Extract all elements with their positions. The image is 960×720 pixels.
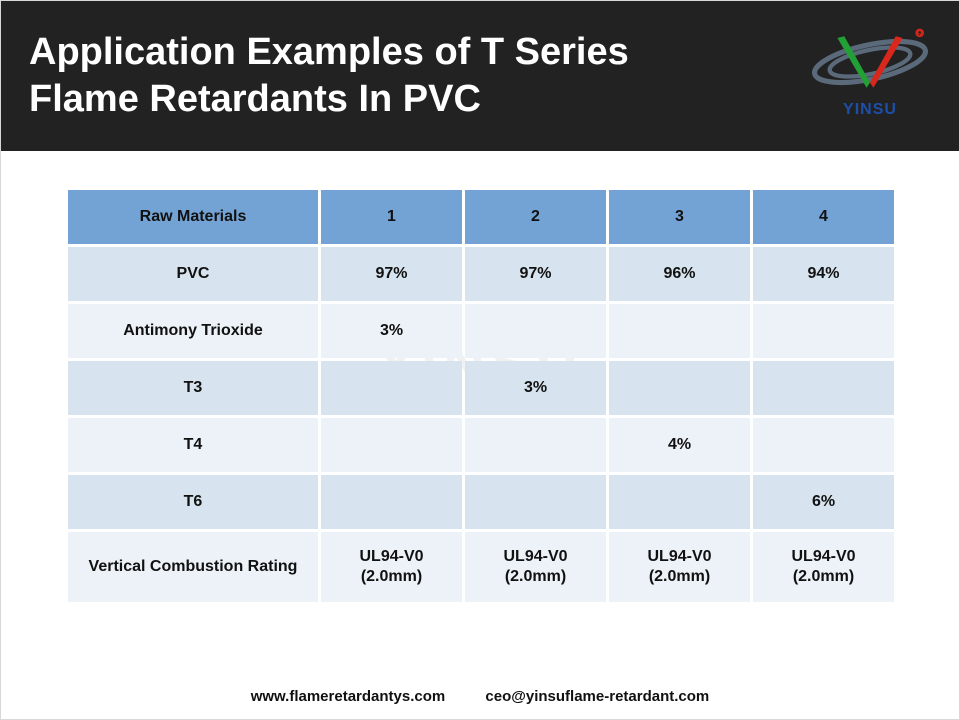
data-table-container: Raw Materials 1 2 3 4 PVC 97% 97% 96% 94…	[65, 187, 897, 605]
col-header: 2	[465, 190, 606, 244]
cell	[609, 361, 750, 415]
svg-text:R: R	[917, 28, 924, 38]
row-label: Vertical Combustion Rating	[68, 532, 318, 602]
cell: 4%	[609, 418, 750, 472]
table-row: T4 4%	[68, 418, 894, 472]
col-header: 3	[609, 190, 750, 244]
cell: 3%	[465, 361, 606, 415]
row-label: T6	[68, 475, 318, 529]
cell	[465, 475, 606, 529]
row-label: T3	[68, 361, 318, 415]
cell	[321, 475, 462, 529]
footer: www.flameretardantys.com ceo@yinsuflame-…	[1, 688, 959, 705]
cell: UL94-V0 (2.0mm)	[609, 532, 750, 602]
cell	[609, 475, 750, 529]
cell: 96%	[609, 247, 750, 301]
cell: 6%	[753, 475, 894, 529]
cell	[609, 304, 750, 358]
data-table: Raw Materials 1 2 3 4 PVC 97% 97% 96% 94…	[65, 187, 897, 605]
cell	[321, 361, 462, 415]
cell: 97%	[465, 247, 606, 301]
cell	[465, 304, 606, 358]
cell: 3%	[321, 304, 462, 358]
footer-website: www.flameretardantys.com	[251, 688, 446, 705]
brand-logo: R YINSU	[805, 17, 935, 127]
table-header-row: Raw Materials 1 2 3 4	[68, 190, 894, 244]
cell	[465, 418, 606, 472]
footer-email: ceo@yinsuflame-retardant.com	[485, 688, 709, 705]
cell: UL94-V0 (2.0mm)	[753, 532, 894, 602]
slide: Application Examples of T Series Flame R…	[0, 0, 960, 720]
cell: 97%	[321, 247, 462, 301]
yinsu-logo-icon: R	[810, 25, 930, 99]
cell	[321, 418, 462, 472]
cell: 94%	[753, 247, 894, 301]
table-row: T6 6%	[68, 475, 894, 529]
row-label: T4	[68, 418, 318, 472]
table-row: Vertical Combustion Rating UL94-V0 (2.0m…	[68, 532, 894, 602]
row-label: PVC	[68, 247, 318, 301]
table-row: Antimony Trioxide 3%	[68, 304, 894, 358]
cell: UL94-V0 (2.0mm)	[321, 532, 462, 602]
page-title: Application Examples of T Series Flame R…	[29, 29, 749, 124]
cell	[753, 304, 894, 358]
row-label: Antimony Trioxide	[68, 304, 318, 358]
cell	[753, 418, 894, 472]
cell	[753, 361, 894, 415]
table-row: T3 3%	[68, 361, 894, 415]
col-header: 4	[753, 190, 894, 244]
table-row: PVC 97% 97% 96% 94%	[68, 247, 894, 301]
header-bar: Application Examples of T Series Flame R…	[1, 1, 959, 151]
brand-logo-text: YINSU	[843, 101, 897, 119]
cell: UL94-V0 (2.0mm)	[465, 532, 606, 602]
col-header: Raw Materials	[68, 190, 318, 244]
col-header: 1	[321, 190, 462, 244]
